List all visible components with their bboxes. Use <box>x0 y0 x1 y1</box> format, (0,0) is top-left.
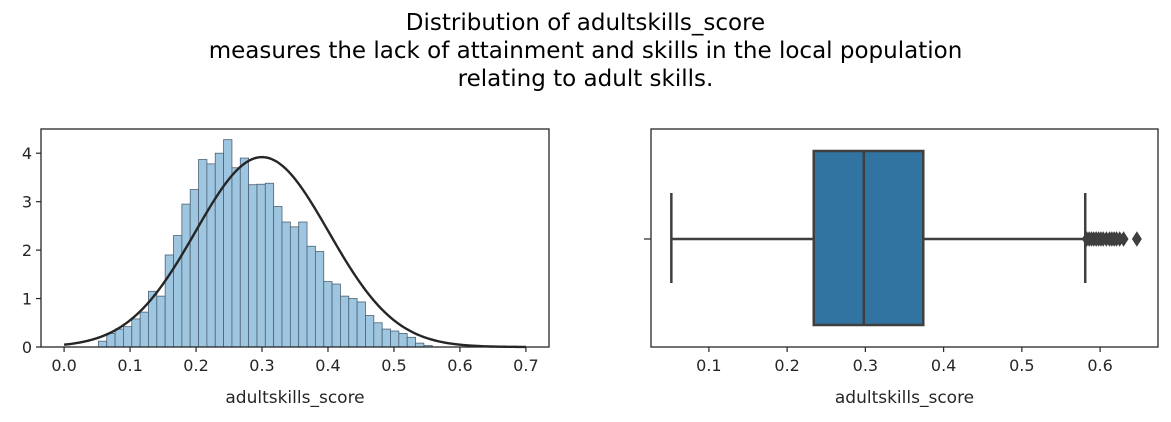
histogram-bar <box>139 311 149 348</box>
x-tick-label: 0.1 <box>696 356 721 375</box>
histogram-panel: 0.0 0.1 0.2 0.3 0.4 0.5 0.6 0.7 0 1 2 3 4 adultskills… <box>22 128 550 408</box>
y-tick-label: 3 <box>22 193 32 212</box>
histogram-bar <box>406 336 416 348</box>
outlier-point <box>1118 231 1129 247</box>
histogram-bar <box>356 301 366 348</box>
histogram-bar <box>323 281 333 348</box>
histogram-bar <box>181 203 191 348</box>
y-tick-label: 0 <box>22 338 32 357</box>
x-axis-label: adultskills_score <box>225 388 364 408</box>
x-tick-label: 0.4 <box>931 356 956 375</box>
interquartile-box <box>812 149 925 327</box>
histogram-bar <box>273 206 283 348</box>
histogram-bar <box>340 295 350 348</box>
histogram-bar <box>348 298 358 348</box>
histogram-bar <box>131 318 141 348</box>
outlier-point <box>1131 231 1142 247</box>
x-tick-label: 0.6 <box>1087 356 1112 375</box>
histogram-bar <box>239 157 250 348</box>
histogram-bar <box>314 251 325 348</box>
histogram-bar <box>381 328 391 348</box>
x-tick-label: 0.7 <box>513 356 538 375</box>
x-tick-label: 0.1 <box>117 356 142 375</box>
histogram-bar <box>214 152 224 348</box>
figure-title-line-2: measures the lack of attainment and skil… <box>208 38 963 64</box>
histogram-bar <box>198 159 208 348</box>
x-tick-label: 0.3 <box>249 356 274 375</box>
histogram-bar <box>365 315 375 348</box>
histogram-bar <box>173 235 183 348</box>
histogram-bar <box>231 167 241 348</box>
histogram-bar <box>189 189 199 348</box>
x-tick-label: 0.3 <box>853 356 878 375</box>
y-tick-label: 2 <box>22 241 32 260</box>
x-tick-label: 0.6 <box>447 356 472 375</box>
histogram-bar <box>281 221 291 348</box>
histogram-bar <box>398 333 408 348</box>
boxplot-panel: 0.1 0.2 0.3 0.4 0.5 0.6 adultskills_score <box>644 128 1159 408</box>
x-tick-label: 0.0 <box>51 356 76 375</box>
x-axis-label: adultskills_score <box>835 388 974 408</box>
histogram-bar <box>106 333 116 348</box>
histogram-bar <box>98 340 108 348</box>
histogram-bar <box>223 139 233 348</box>
figure-title: Distribution of adultskills_score measur… <box>0 9 1171 93</box>
histogram-bar <box>289 226 300 348</box>
y-tick-label: 4 <box>22 144 32 163</box>
histogram-bar <box>264 182 275 348</box>
histogram-bar <box>256 183 266 348</box>
histogram-bar <box>331 283 341 348</box>
histogram-bar <box>306 245 316 348</box>
histogram-bar <box>390 330 400 348</box>
histogram-bar <box>156 295 166 348</box>
histogram-bar <box>373 322 383 348</box>
histogram-bar <box>248 184 258 348</box>
x-tick-label: 0.2 <box>774 356 799 375</box>
figure-title-line-1: Distribution of adultskills_score <box>405 10 766 36</box>
boxplot-axes-frame <box>650 128 1159 348</box>
histogram-bar <box>206 163 216 348</box>
histogram-bar <box>123 326 133 348</box>
x-tick-label: 0.4 <box>315 356 340 375</box>
histogram-bar <box>298 221 308 348</box>
histogram-axes-frame <box>40 128 550 348</box>
x-tick-label: 0.5 <box>381 356 406 375</box>
figure-title-line-3: relating to adult skills. <box>457 66 714 92</box>
x-tick-label: 0.2 <box>183 356 208 375</box>
x-tick-label: 0.5 <box>1009 356 1034 375</box>
fit-curve-line <box>63 155 526 349</box>
histogram-bar <box>114 328 124 348</box>
y-tick-label: 1 <box>22 290 32 309</box>
